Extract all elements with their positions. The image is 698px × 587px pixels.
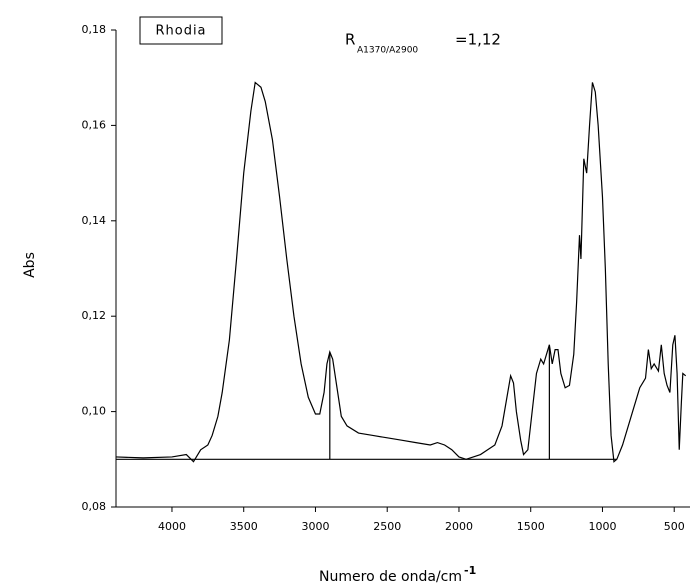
ratio-value: =1,12 — [455, 31, 501, 49]
x-tick-label: 1500 — [517, 520, 545, 533]
y-tick-label: 0,08 — [82, 500, 107, 513]
x-axis-label: Numero de onda/cm — [319, 569, 462, 585]
x-tick-label: 3500 — [230, 520, 258, 533]
annotation-box — [139, 16, 223, 45]
x-tick-label: 3000 — [301, 520, 329, 533]
x-tick-label: 2500 — [373, 520, 401, 533]
x-tick-label: 2000 — [445, 520, 473, 533]
y-tick-label: 0,18 — [82, 23, 107, 36]
spectrum-line — [115, 81, 687, 463]
annotation-text: Rhodia — [155, 24, 206, 39]
x-tick-label: 1000 — [588, 520, 616, 533]
y-tick-label: 0,12 — [82, 309, 107, 322]
ratio-symbol: R — [345, 31, 355, 49]
ratio-subscript: A1370/A2900 — [357, 46, 418, 56]
x-tick-label: 500 — [664, 520, 685, 533]
y-tick-label: 0,16 — [82, 118, 107, 131]
x-tick-label: 4000 — [158, 520, 186, 533]
y-tick-label: 0,14 — [82, 214, 107, 227]
y-axis-label: Abs — [22, 252, 38, 278]
x-axis-label-superscript: -1 — [464, 564, 476, 577]
y-tick-label: 0,10 — [82, 405, 107, 418]
